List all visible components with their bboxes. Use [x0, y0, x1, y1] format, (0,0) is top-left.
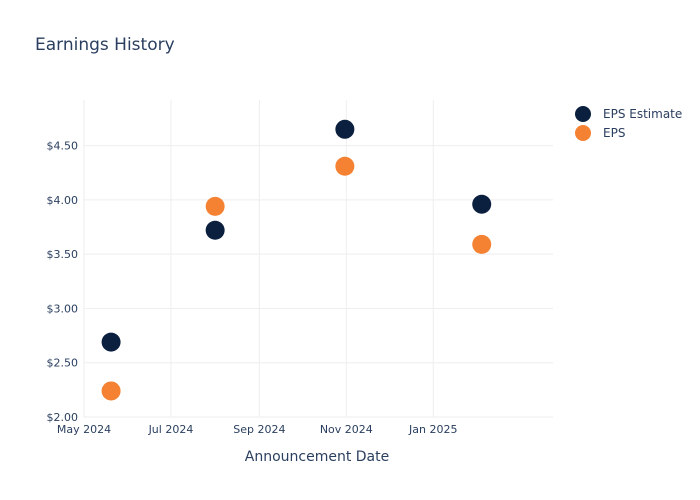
legend-label: EPS Estimate — [603, 107, 682, 121]
eps-point — [101, 381, 121, 401]
x-tick-label: Jul 2024 — [148, 423, 194, 436]
eps-estimate-point — [472, 194, 492, 214]
legend-label: EPS — [603, 126, 625, 140]
y-tick-label: $2.00 — [47, 411, 79, 424]
eps-point — [335, 156, 355, 176]
eps-estimate-point — [335, 119, 355, 139]
y-tick-label: $3.00 — [47, 302, 79, 315]
x-tick-label: May 2024 — [57, 423, 111, 436]
legend[interactable]: EPS Estimate EPS — [575, 106, 682, 141]
x-tick-label: Sep 2024 — [233, 423, 285, 436]
data-points — [101, 119, 492, 401]
chart-title: Earnings History — [35, 35, 175, 55]
eps-point — [472, 234, 492, 254]
grid — [83, 100, 553, 418]
y-tick-label: $4.00 — [47, 194, 79, 207]
eps-estimate-point — [205, 220, 225, 240]
eps-estimate-point — [101, 332, 121, 352]
legend-item-eps[interactable]: EPS — [575, 125, 625, 141]
y-tick-label: $4.50 — [47, 140, 79, 153]
x-axis-title: Announcement Date — [245, 449, 389, 465]
x-axis-ticks: May 2024 Jul 2024 Sep 2024 Nov 2024 Jan 2025 — [57, 423, 458, 436]
eps-point — [205, 196, 225, 216]
x-tick-label: Jan 2025 — [408, 423, 457, 436]
legend-marker — [575, 125, 591, 141]
x-tick-label: Nov 2024 — [320, 423, 373, 436]
y-tick-label: $3.50 — [47, 248, 79, 261]
legend-item-eps-estimate[interactable]: EPS Estimate — [575, 106, 682, 122]
legend-marker — [575, 106, 591, 122]
y-axis-ticks: $2.00 $2.50 $3.00 $3.50 $4.00 $4.50 — [47, 140, 79, 424]
y-tick-label: $2.50 — [47, 357, 79, 370]
